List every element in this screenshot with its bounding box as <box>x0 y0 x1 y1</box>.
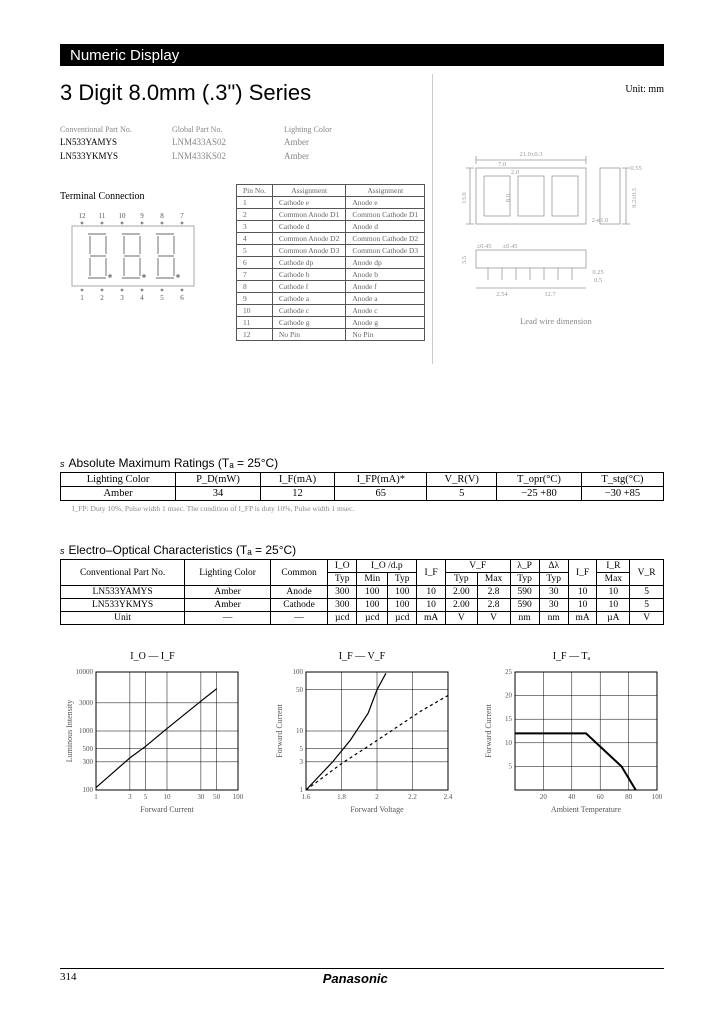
svg-text:15: 15 <box>505 715 513 723</box>
svg-text:7.0: 7.0 <box>498 161 506 168</box>
section-banner: Numeric Display <box>60 44 664 66</box>
part-glob: LNM433AS02 <box>172 136 254 150</box>
svg-text:1: 1 <box>94 793 98 801</box>
svg-text:3: 3 <box>128 793 132 801</box>
svg-text:2.4: 2.4 <box>443 793 452 801</box>
svg-text:100: 100 <box>83 786 94 794</box>
chart3-title: I_F — Tₐ <box>479 651 664 662</box>
svg-text:1000: 1000 <box>79 727 94 735</box>
svg-text:±0.45: ±0.45 <box>477 243 492 250</box>
svg-text:12.7: 12.7 <box>544 291 556 298</box>
svg-text:5: 5 <box>299 745 303 753</box>
svg-text:10: 10 <box>296 727 304 735</box>
col-glob: Global Part No. <box>172 124 254 136</box>
svg-text:2.54: 2.54 <box>496 291 508 298</box>
svg-text:40: 40 <box>568 793 576 801</box>
svg-text:3000: 3000 <box>79 699 94 707</box>
svg-text:0.55: 0.55 <box>630 165 641 172</box>
svg-text:25: 25 <box>505 668 513 676</box>
part-glob: LNM433KS02 <box>172 150 254 164</box>
svg-text:0.25: 0.25 <box>592 269 603 276</box>
eo-title: sElectro–Optical Characteristics (Tₐ = 2… <box>60 543 664 557</box>
svg-text:80: 80 <box>625 793 633 801</box>
amr-table: Lighting ColorP_D(mW)I_F(mA)I_FP(mA)*V_R… <box>60 472 664 501</box>
svg-text:Forward Voltage: Forward Voltage <box>350 805 404 814</box>
svg-text:Forward Current: Forward Current <box>275 703 284 757</box>
svg-text:10: 10 <box>119 212 127 220</box>
svg-text:50: 50 <box>296 686 304 694</box>
brand-logo: Panasonic <box>323 971 388 986</box>
dimension-drawing: 21.0±0.3 7.0 2.0 13.0 9.2±0.3 0.55 8.0 2-… <box>460 140 660 310</box>
part-light: Amber <box>284 150 309 164</box>
svg-text:1: 1 <box>299 786 303 794</box>
chart-if-ta: 20 40 60 80 100 5 10 15 20 25 Ambient Temperature F… <box>479 664 664 814</box>
svg-text:1: 1 <box>80 294 84 302</box>
svg-text:0.5: 0.5 <box>594 277 602 284</box>
part-conv: LN533YKMYS <box>60 150 142 164</box>
svg-text:5: 5 <box>160 294 164 302</box>
svg-text:7: 7 <box>180 212 184 220</box>
svg-text:100: 100 <box>233 793 244 801</box>
svg-text:1.8: 1.8 <box>337 793 346 801</box>
svg-text:2.2: 2.2 <box>408 793 417 801</box>
svg-text:100: 100 <box>292 668 303 676</box>
package-drawing: 121110987 123456 <box>60 206 210 306</box>
eo-table: Conventional Part No.Lighting ColorCommo… <box>60 559 664 625</box>
dim-w: 21.0±0.3 <box>519 151 542 158</box>
svg-text:10: 10 <box>505 739 513 747</box>
charts-row: I_O — I_F 135103050100100300500100030001… <box>60 651 664 816</box>
svg-text:±0.45: ±0.45 <box>503 243 518 250</box>
svg-text:3.5: 3.5 <box>461 256 468 264</box>
svg-text:2-ø1.0: 2-ø1.0 <box>592 217 609 224</box>
svg-text:5: 5 <box>144 793 148 801</box>
col-conv: Conventional Part No. <box>60 124 142 136</box>
chart-io-if: 1 3 5 10 30 50 100 100 300 500 1000 3000 10000 Forwar… <box>60 664 245 814</box>
part-light: Amber <box>284 136 309 150</box>
svg-text:10000: 10000 <box>76 668 94 676</box>
svg-text:12: 12 <box>79 212 87 220</box>
svg-text:6: 6 <box>180 294 184 302</box>
part-conv: LN533YAMYS <box>60 136 142 150</box>
svg-text:500: 500 <box>83 745 94 753</box>
col-light: Lighting Color <box>284 124 332 136</box>
chart1-title: I_O — I_F <box>60 651 245 662</box>
page-number: 314 <box>60 971 77 983</box>
svg-text:3: 3 <box>120 294 124 302</box>
svg-text:50: 50 <box>213 793 221 801</box>
svg-text:Forward Current: Forward Current <box>140 805 194 814</box>
svg-text:8.0: 8.0 <box>505 194 512 202</box>
svg-text:30: 30 <box>197 793 205 801</box>
svg-text:60: 60 <box>597 793 605 801</box>
svg-text:8: 8 <box>160 212 164 220</box>
lead-note: Lead wire dimension <box>520 316 592 326</box>
amr-footnote: I_FP: Duty 10%, Pulse width 1 msec. The … <box>60 504 664 513</box>
svg-text:2: 2 <box>100 294 104 302</box>
svg-text:2: 2 <box>375 793 379 801</box>
svg-text:Forward Current: Forward Current <box>484 703 493 757</box>
page-footer: 314 Panasonic <box>60 968 664 986</box>
svg-text:13.0: 13.0 <box>461 192 468 203</box>
pin-assignment-table: Pin No.AssignmentAssignment 1Cathode eAn… <box>236 184 425 341</box>
amr-title: sAbsolute Maximum Ratings (Tₐ = 25°C) <box>60 456 664 470</box>
svg-text:5: 5 <box>509 762 513 770</box>
svg-text:1.6: 1.6 <box>301 793 310 801</box>
svg-text:10: 10 <box>164 793 172 801</box>
chart-if-vf: 1.6 1.8 2 2.2 2.4 1 3 5 10 50 100 Forward Voltage Fo… <box>270 664 455 814</box>
page-title: 3 Digit 8.0mm (.3") Series <box>60 80 664 106</box>
svg-text:Luminous Intensity: Luminous Intensity <box>65 700 74 762</box>
chart2-title: I_F — V_F <box>270 651 455 662</box>
svg-text:20: 20 <box>505 692 513 700</box>
svg-text:4: 4 <box>140 294 144 302</box>
svg-text:9.2±0.3: 9.2±0.3 <box>631 188 638 208</box>
svg-text:9: 9 <box>140 212 144 220</box>
svg-text:11: 11 <box>99 212 106 220</box>
svg-text:100: 100 <box>652 793 663 801</box>
svg-text:2.0: 2.0 <box>511 169 519 176</box>
unit-label: Unit: mm <box>625 84 664 95</box>
svg-text:3: 3 <box>299 758 303 766</box>
svg-text:Ambient Temperature: Ambient Temperature <box>551 805 622 814</box>
svg-text:300: 300 <box>83 758 94 766</box>
svg-text:20: 20 <box>540 793 548 801</box>
